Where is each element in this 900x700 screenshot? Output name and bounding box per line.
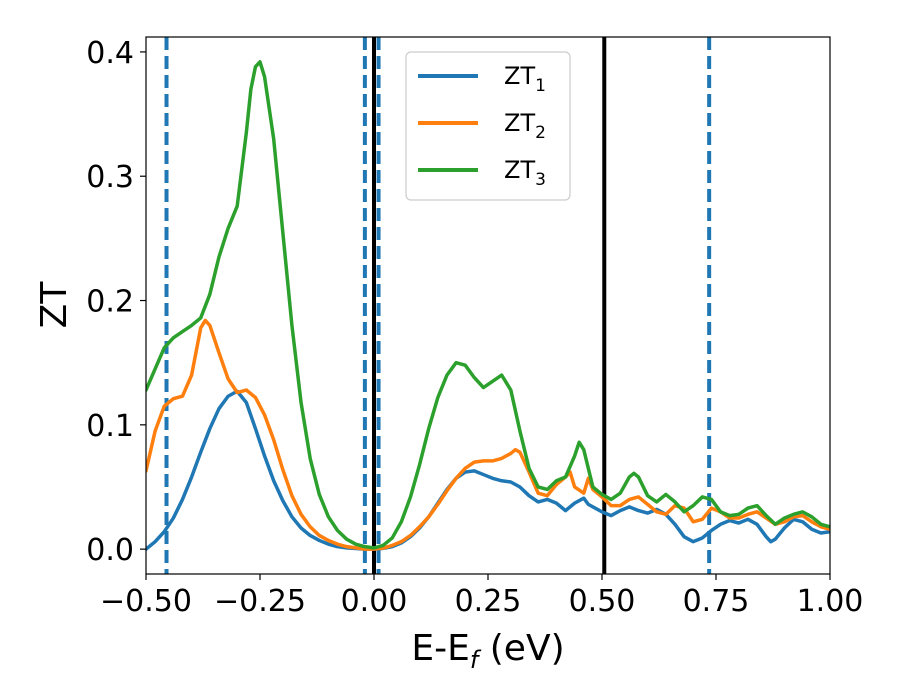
legend: ZT1 ZT2 ZT3 bbox=[405, 51, 571, 201]
y-tick-label: 0.4 bbox=[86, 36, 134, 71]
legend-label-zt1: ZT1 bbox=[504, 62, 546, 96]
x-tick-label: −0.50 bbox=[100, 584, 192, 619]
series-layer bbox=[146, 60, 830, 551]
x-tick-label: −0.25 bbox=[214, 584, 306, 619]
legend-box bbox=[405, 51, 571, 201]
y-tick-label: 0.0 bbox=[86, 533, 134, 568]
x-axis-title: E-Ef (eV) bbox=[411, 628, 564, 674]
series-line-zt3 bbox=[146, 60, 830, 550]
series-line-zt2 bbox=[146, 318, 830, 551]
x-tick-label: 0.00 bbox=[341, 584, 408, 619]
x-axis-ticks: −0.50 −0.25 0.00 0.25 0.50 0.75 1.00 bbox=[100, 574, 863, 619]
x-tick-label: 1.00 bbox=[797, 584, 864, 619]
series-line-zt1 bbox=[146, 389, 830, 551]
x-tick-label: 0.50 bbox=[569, 584, 636, 619]
reference-lines bbox=[164, 37, 712, 574]
y-tick-label: 0.3 bbox=[86, 160, 134, 195]
legend-label-zt2: ZT2 bbox=[504, 109, 546, 143]
y-tick-label: 0.1 bbox=[86, 409, 134, 444]
y-axis-ticks: 0.0 0.1 0.2 0.3 0.4 bbox=[86, 36, 146, 568]
x-tick-label: 0.75 bbox=[683, 584, 750, 619]
y-tick-label: 0.2 bbox=[86, 285, 134, 320]
legend-label-zt3: ZT3 bbox=[504, 156, 546, 190]
x-tick-label: 0.25 bbox=[455, 584, 522, 619]
y-axis-title: ZT bbox=[34, 281, 75, 329]
